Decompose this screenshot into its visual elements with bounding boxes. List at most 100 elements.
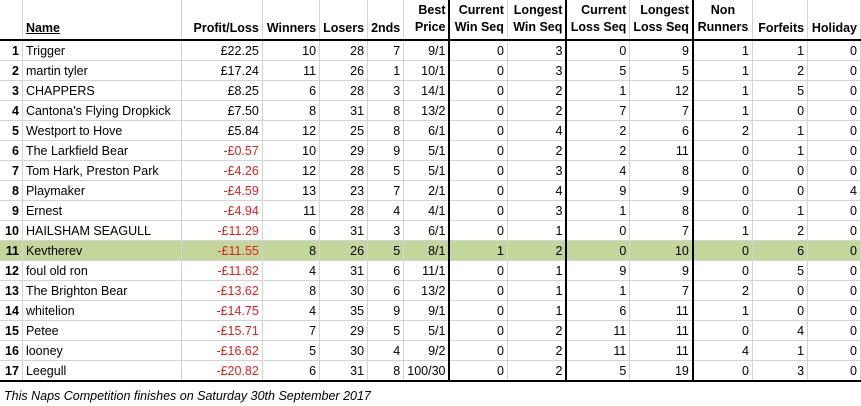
header-non-runners: Non Runners <box>692 0 753 41</box>
cell-forfeits: 1 <box>752 140 809 161</box>
cell-non-runners: 0 <box>692 260 753 281</box>
cell-holiday: 4 <box>807 180 861 201</box>
cell-losers: 28 <box>319 160 369 181</box>
cell-profit-loss: -£4.59 <box>181 180 263 201</box>
cell-profit-loss: -£4.94 <box>181 200 263 221</box>
cell-best-price: 9/2 <box>403 340 450 361</box>
cell-rank: 14 <box>0 300 23 321</box>
table-row: 15 Petee -£15.71 7 29 5 5/1 0 2 11 11 0 4 0 <box>0 320 861 341</box>
cell-rank: 12 <box>0 260 23 281</box>
cell-current-win-seq: 0 <box>448 60 508 81</box>
table-row: 16 looney -£16.62 5 30 4 9/2 0 2 11 11 4 1 0 <box>0 340 861 361</box>
cell-current-loss-seq: 1 <box>566 280 631 301</box>
cell-best-price: 9/1 <box>403 300 450 321</box>
cell-longest-loss-seq: 5 <box>629 60 694 81</box>
cell-forfeits: 0 <box>752 300 809 321</box>
cell-current-loss-seq: 1 <box>566 80 631 101</box>
cell-non-runners: 1 <box>692 220 753 241</box>
table-row: 6 The Larkfield Bear -£0.57 10 29 9 5/1 0 2 2 11 0 1… <box>0 140 861 161</box>
table-body: 1 Trigger £22.25 10 28 7 9/1 0 3 0 9 1 1 0 2 martin tyl… <box>0 40 861 382</box>
cell-name: The Larkfield Bear <box>22 140 182 161</box>
cell-seconds: 4 <box>367 340 405 361</box>
cell-winners: 6 <box>262 220 321 241</box>
cell-longest-win-seq: 3 <box>507 60 568 81</box>
cell-winners: 4 <box>262 260 321 281</box>
cell-seconds: 3 <box>367 80 405 101</box>
cell-best-price: 8/1 <box>403 240 450 261</box>
cell-best-price: 13/2 <box>403 280 450 301</box>
cell-name: Cantona's Flying Dropkick <box>22 100 182 121</box>
cell-longest-win-seq: 3 <box>507 160 568 181</box>
cell-losers: 35 <box>319 300 369 321</box>
cell-holiday: 0 <box>807 60 861 81</box>
cell-winners: 7 <box>262 320 321 341</box>
table-row: 2 martin tyler £17.24 11 26 1 10/1 0 3 5 5 1 2 0 <box>0 60 861 81</box>
cell-seconds: 5 <box>367 320 405 341</box>
cell-current-loss-seq: 9 <box>566 180 631 201</box>
cell-profit-loss: -£11.62 <box>181 260 263 281</box>
cell-name: Leegull <box>22 360 182 382</box>
cell-non-runners: 4 <box>692 340 753 361</box>
cell-longest-loss-seq: 11 <box>629 140 694 161</box>
table-row: 13 The Brighton Bear -£13.62 8 30 6 13/2 0 1 1 7 2 0… <box>0 280 861 301</box>
cell-name: Trigger <box>22 40 182 61</box>
cell-seconds: 8 <box>367 100 405 121</box>
cell-profit-loss: -£20.82 <box>181 360 263 382</box>
cell-losers: 28 <box>319 40 369 61</box>
cell-profit-loss: -£11.29 <box>181 220 263 241</box>
cell-name: looney <box>22 340 182 361</box>
cell-current-loss-seq: 2 <box>566 120 631 141</box>
cell-current-win-seq: 0 <box>448 200 508 221</box>
cell-forfeits: 4 <box>752 320 809 341</box>
cell-forfeits: 1 <box>752 200 809 221</box>
cell-current-loss-seq: 5 <box>566 60 631 81</box>
cell-current-win-seq: 0 <box>448 100 508 121</box>
cell-longest-loss-seq: 11 <box>629 300 694 321</box>
cell-winners: 5 <box>262 340 321 361</box>
header-longest-win-seq: Longest Win Seq <box>507 0 568 41</box>
cell-non-runners: 1 <box>692 60 753 81</box>
table-row: 4 Cantona's Flying Dropkick £7.50 8 31 8 13/2 0… <box>0 100 861 121</box>
cell-name: Kevtherev <box>22 240 182 261</box>
cell-profit-loss: £8.25 <box>181 80 263 101</box>
header-row: Name Profit/Loss Winners Losers 2nds Bes… <box>0 0 861 41</box>
cell-rank: 7 <box>0 160 23 181</box>
cell-non-runners: 1 <box>692 40 753 61</box>
cell-best-price: 13/2 <box>403 100 450 121</box>
cell-winners: 12 <box>262 120 321 141</box>
cell-holiday: 0 <box>807 220 861 241</box>
header-profit-loss: Profit/Loss <box>181 0 263 41</box>
cell-losers: 26 <box>319 240 369 261</box>
cell-best-price: 100/30 <box>403 360 450 382</box>
cell-forfeits: 5 <box>752 80 809 101</box>
cell-longest-loss-seq: 9 <box>629 260 694 281</box>
cell-holiday: 0 <box>807 260 861 281</box>
cell-current-loss-seq: 11 <box>566 340 631 361</box>
cell-seconds: 5 <box>367 160 405 181</box>
cell-longest-win-seq: 3 <box>507 40 568 61</box>
cell-profit-loss: -£15.71 <box>181 320 263 341</box>
cell-current-win-seq: 0 <box>448 340 508 361</box>
table-row: 8 Playmaker -£4.59 13 23 7 2/1 0 4 9 9 0 0 4 <box>0 180 861 201</box>
cell-non-runners: 1 <box>692 80 753 101</box>
cell-best-price: 5/1 <box>403 140 450 161</box>
cell-current-loss-seq: 5 <box>566 360 631 382</box>
table-row: 14 whitelion -£14.75 4 35 9 9/1 0 1 6 11 1 0 0 <box>0 300 861 321</box>
cell-current-win-seq: 0 <box>448 300 508 321</box>
cell-winners: 6 <box>262 360 321 382</box>
cell-name: whitelion <box>22 300 182 321</box>
cell-best-price: 10/1 <box>403 60 450 81</box>
cell-forfeits: 1 <box>752 120 809 141</box>
cell-non-runners: 1 <box>692 100 753 121</box>
cell-forfeits: 1 <box>752 340 809 361</box>
cell-longest-win-seq: 2 <box>507 80 568 101</box>
cell-non-runners: 0 <box>692 240 753 261</box>
cell-current-win-seq: 0 <box>448 140 508 161</box>
header-best-price: Best Price <box>403 0 450 41</box>
table-row: 12 foul old ron -£11.62 4 31 6 11/1 0 1 9 9 0 5 0 <box>0 260 861 281</box>
cell-current-win-seq: 0 <box>448 80 508 101</box>
cell-winners: 8 <box>262 100 321 121</box>
cell-seconds: 4 <box>367 200 405 221</box>
cell-seconds: 8 <box>367 120 405 141</box>
cell-longest-win-seq: 2 <box>507 340 568 361</box>
